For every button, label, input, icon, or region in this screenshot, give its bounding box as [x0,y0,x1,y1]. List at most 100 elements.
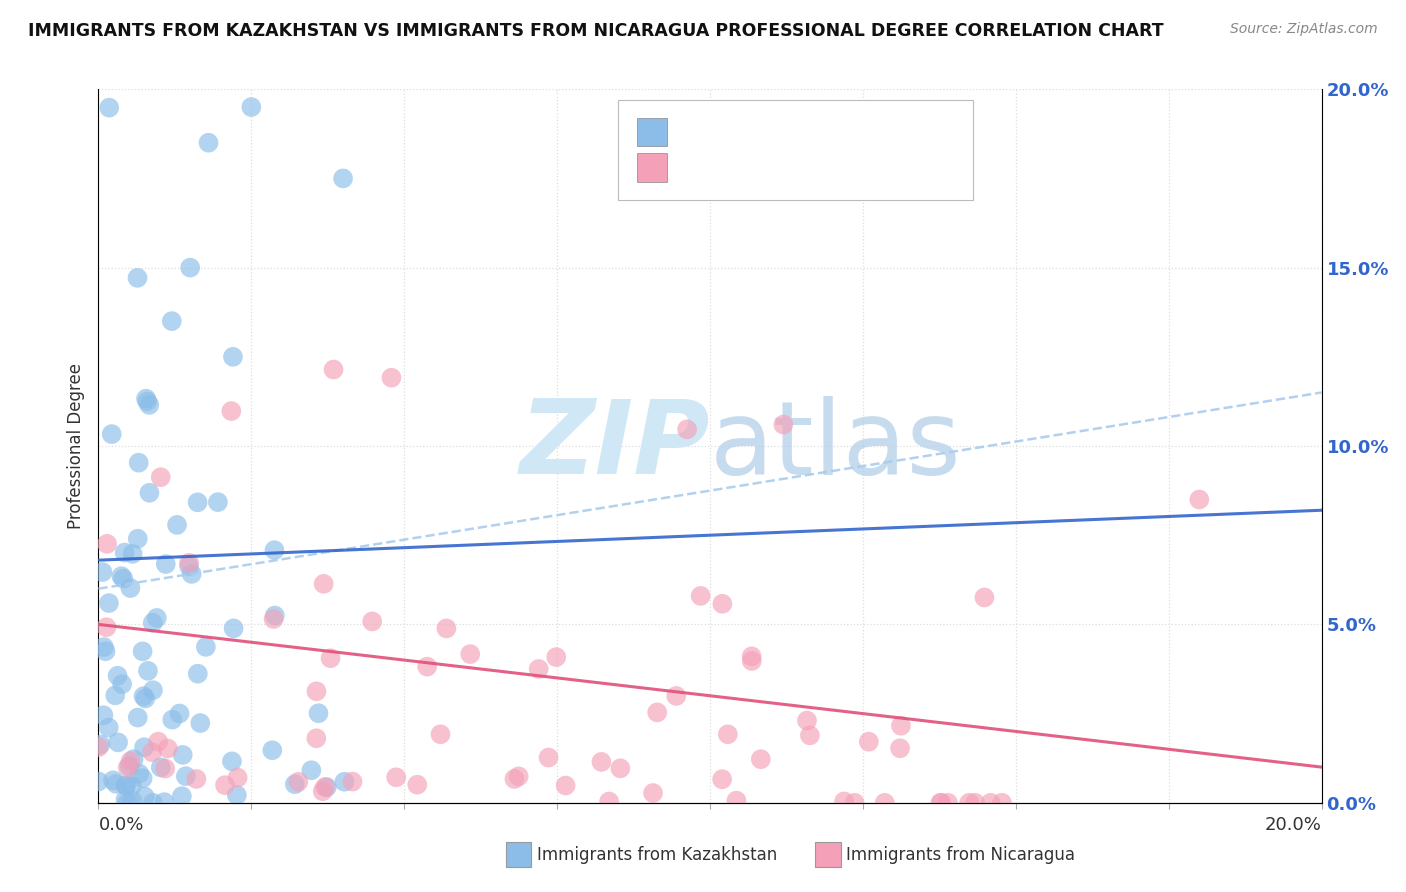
Point [131,771,153,785]
Point [111,677,134,691]
Point [104,689,127,703]
Text: Source: ZipAtlas.com: Source: ZipAtlas.com [1230,22,1378,37]
Point [796,714,818,728]
Point [221,404,243,418]
Point [429,727,451,741]
Point [222,621,245,635]
Point [226,771,249,785]
Point [416,659,439,673]
Point [591,755,613,769]
Point [741,654,763,668]
Point [873,796,896,810]
Point [305,731,328,746]
Point [207,495,229,509]
Point [554,779,576,793]
Point [122,752,145,766]
Point [156,741,179,756]
Point [299,764,322,778]
Point [134,691,156,706]
FancyBboxPatch shape [619,100,973,200]
Text: R = -0.306   N = 72: R = -0.306 N = 72 [682,159,873,177]
Point [263,608,285,623]
Point [115,796,138,810]
Point [308,706,330,721]
Point [93,708,115,723]
Point [127,710,149,724]
Point [194,640,217,654]
Point [149,470,172,484]
Point [342,774,364,789]
Point [97,721,120,735]
Point [112,572,135,586]
Point [537,750,560,764]
Text: IMMIGRANTS FROM KAZAKHSTAN VS IMMIGRANTS FROM NICARAGUA PROFESSIONAL DEGREE CORR: IMMIGRANTS FROM KAZAKHSTAN VS IMMIGRANTS… [28,22,1164,40]
Point [166,517,188,532]
Point [711,772,734,787]
Point [117,760,139,774]
Point [128,766,150,780]
Text: atlas: atlas [710,395,962,497]
Point [142,683,165,698]
Point [107,669,129,683]
Point [263,543,285,558]
Point [222,350,245,364]
Point [305,684,328,698]
Point [380,370,402,384]
Point [725,794,748,808]
Point [436,621,458,635]
Point [174,769,197,783]
Point [333,774,356,789]
Point [87,740,110,755]
Point [138,485,160,500]
Point [665,689,688,703]
Point [114,778,136,792]
Point [929,796,952,810]
Point [689,589,711,603]
Point [889,741,911,756]
Point [142,615,165,630]
Point [314,780,336,794]
Point [134,789,156,804]
Point [127,532,149,546]
Point [799,728,821,742]
Point [676,422,699,436]
Point [332,171,354,186]
Point [98,101,121,115]
Point [1188,492,1211,507]
Point [172,747,194,762]
Point [169,706,191,721]
Point [160,314,183,328]
Point [965,796,987,810]
Point [114,545,136,559]
Point [179,559,201,574]
Point [121,794,143,808]
Point [772,417,794,432]
Point [936,796,959,810]
Point [214,778,236,792]
Point [458,647,481,661]
Point [385,770,408,784]
Point [136,664,159,678]
Point [890,719,912,733]
Point [749,752,772,766]
Point [118,759,141,773]
Point [120,581,142,595]
Point [87,774,110,789]
Point [132,740,155,755]
Point [741,649,763,664]
Point [973,591,995,605]
Point [114,792,136,806]
Text: 0.0%: 0.0% [98,816,143,834]
Point [980,796,1002,810]
Point [361,615,384,629]
Point [177,556,200,570]
Point [858,734,880,748]
Point [141,745,163,759]
Point [609,761,631,775]
Point [135,392,157,406]
Point [115,779,138,793]
Point [121,779,143,793]
Point [121,547,143,561]
Point [132,689,155,703]
Point [110,569,132,583]
